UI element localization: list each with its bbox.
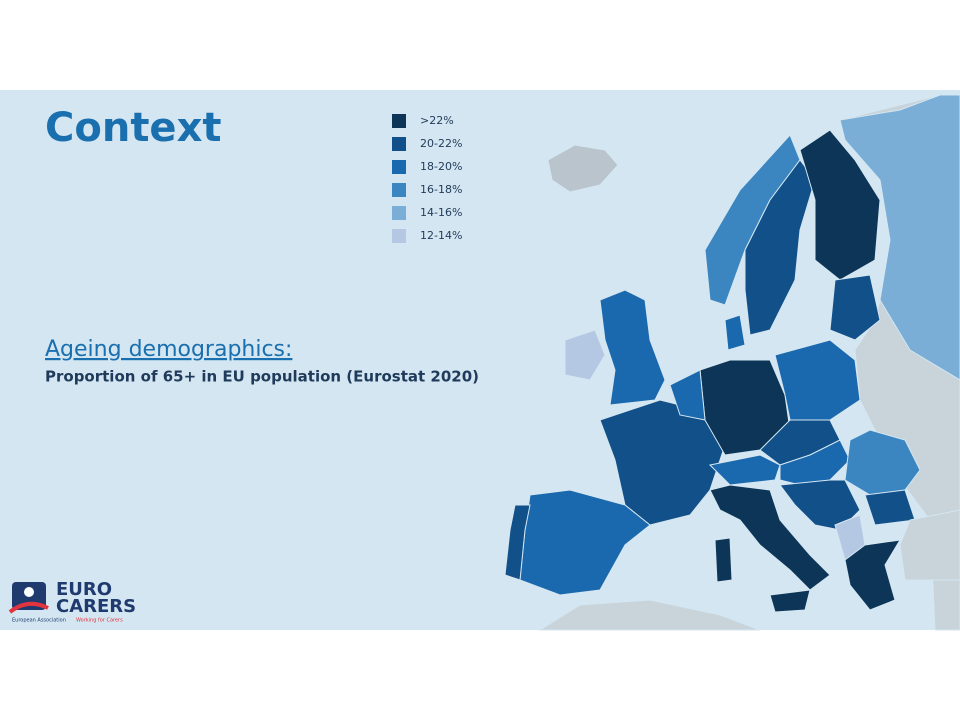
poland	[774, 339, 861, 421]
sicily	[769, 589, 811, 613]
greece	[844, 539, 901, 611]
legend-label: 16-18%	[420, 183, 462, 196]
logo-head	[24, 587, 34, 597]
title: Context	[45, 105, 221, 151]
benelux	[669, 369, 706, 421]
legend-label: >22%	[420, 114, 454, 127]
italy	[709, 484, 831, 591]
legend-swatch	[392, 206, 406, 220]
north-africa	[538, 599, 761, 631]
legend-label: 18-20%	[420, 160, 462, 173]
map	[504, 94, 960, 631]
finland	[799, 129, 881, 281]
logo-tagline2: Working for Carers	[76, 618, 123, 624]
iceland	[547, 144, 619, 193]
legend-swatch	[392, 160, 406, 174]
logo-line2: CARERS	[56, 596, 136, 617]
ireland	[564, 329, 606, 381]
subtitle: Ageing demographics:	[45, 337, 292, 362]
portugal	[504, 504, 531, 581]
legend-label: 20-22%	[420, 137, 462, 150]
description: Proportion of 65+ in EU population (Euro…	[45, 368, 479, 386]
logo-tagline1: European Association	[12, 618, 66, 624]
denmark	[724, 314, 746, 351]
sardinia	[714, 537, 733, 583]
uk	[599, 289, 666, 406]
legend-swatch	[392, 114, 406, 128]
sweden	[744, 159, 816, 336]
logo: EURO CARERS European Association Working…	[8, 579, 136, 624]
legend: >22% 20-22% 18-20% 16-18% 14-16% 12-14%	[392, 114, 462, 243]
russia-north	[839, 94, 960, 381]
legend-swatch	[392, 183, 406, 197]
turkey	[899, 509, 960, 581]
austria-switzerland	[708, 454, 781, 486]
baltics	[829, 274, 881, 341]
hungary	[779, 439, 851, 486]
romania	[844, 429, 921, 496]
legend-swatch	[392, 137, 406, 151]
logo-swoosh	[8, 601, 49, 614]
logo-line1: EURO	[56, 579, 112, 600]
legend-label: 14-16%	[420, 206, 462, 219]
legend-label: 12-14%	[420, 229, 462, 242]
legend-swatch	[392, 229, 406, 243]
